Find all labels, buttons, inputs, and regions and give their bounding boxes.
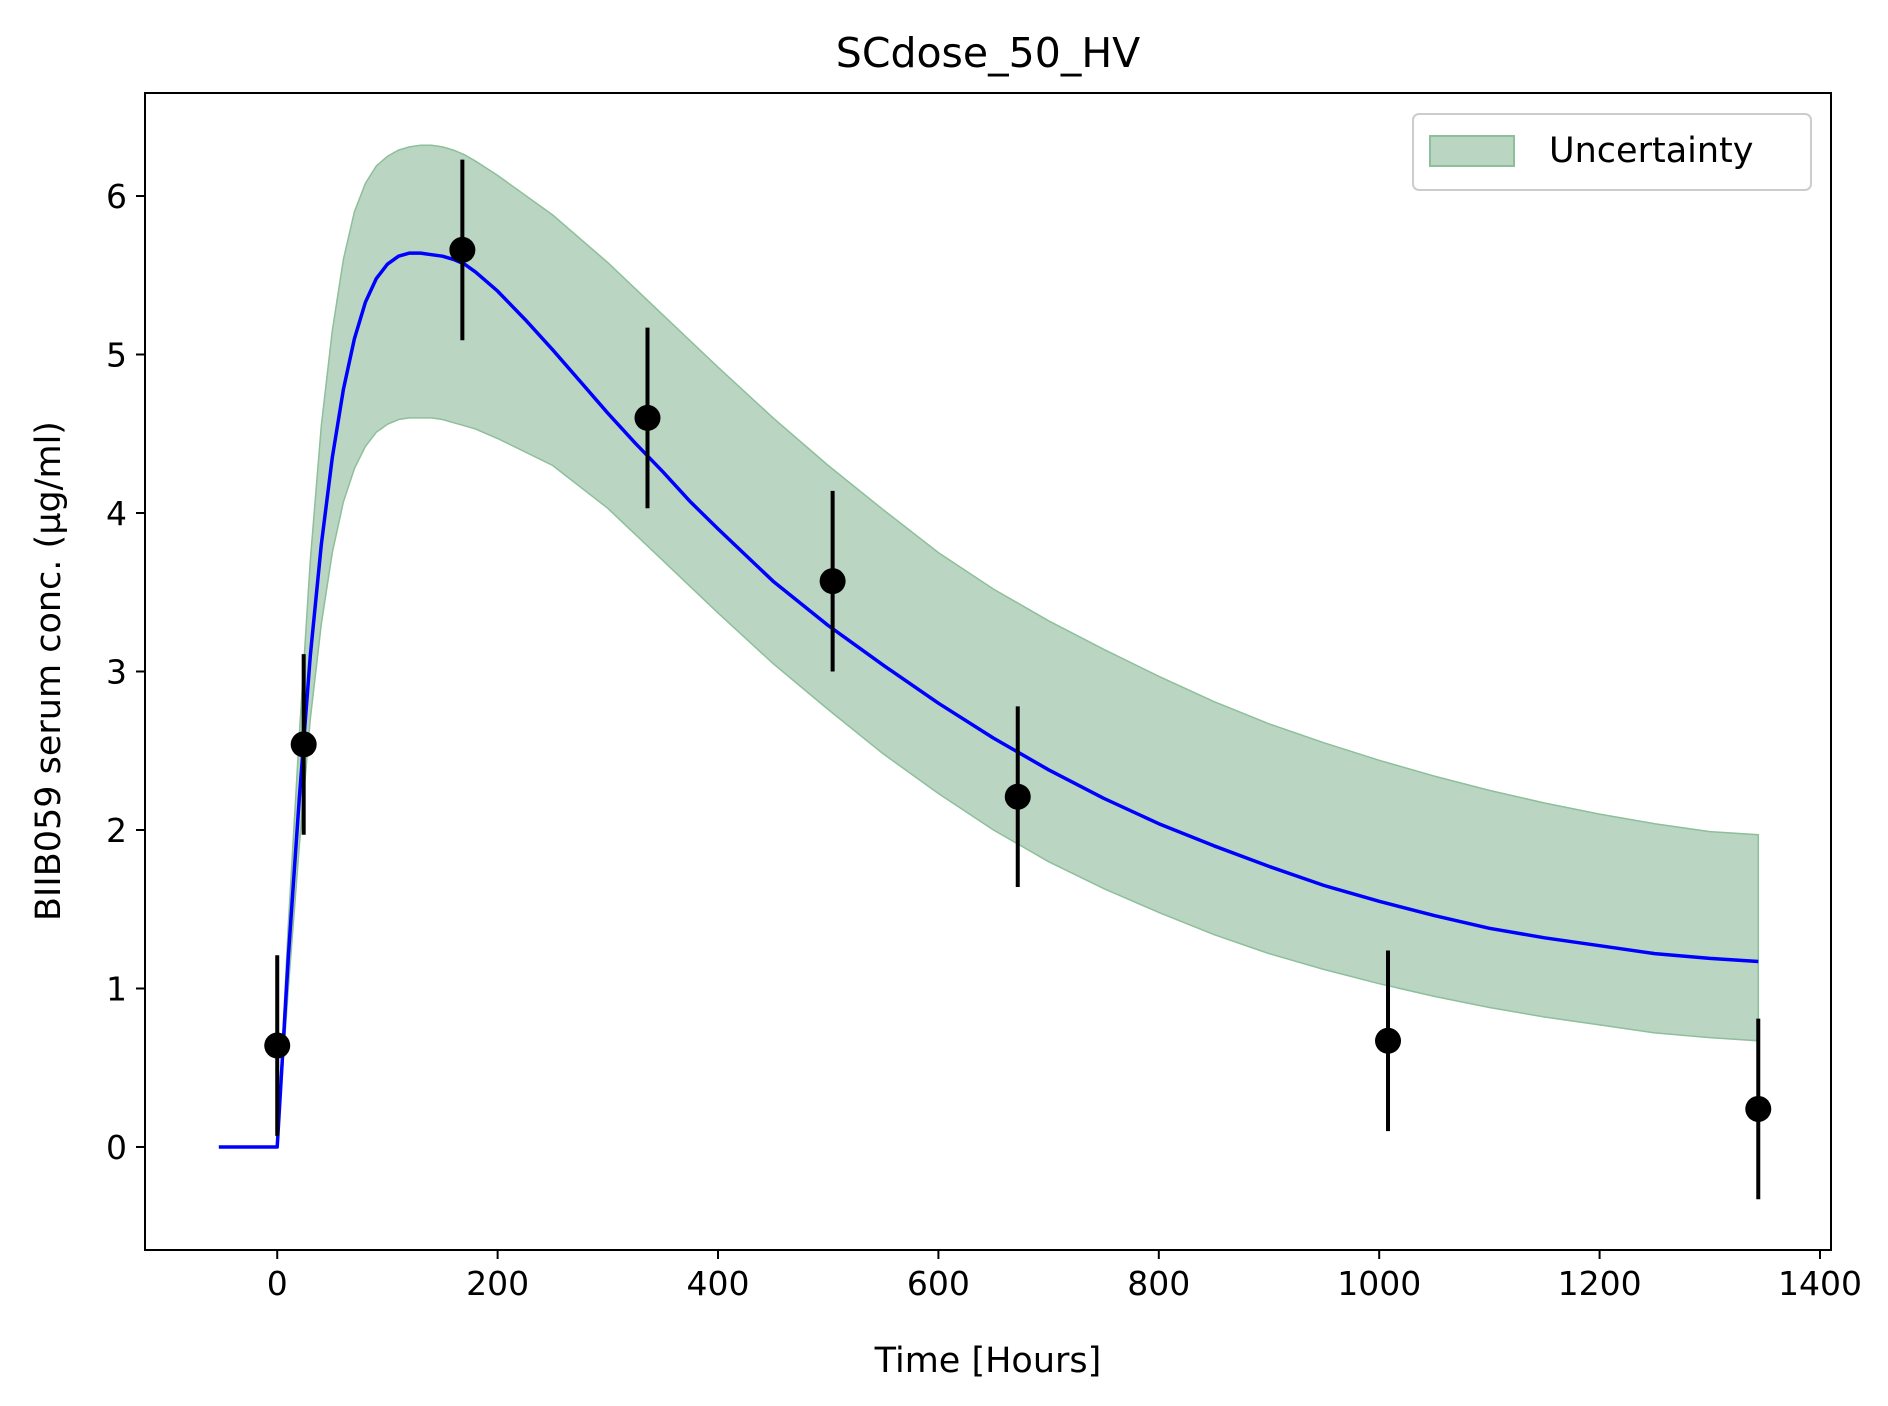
y-tick-label: 1 <box>106 969 127 1008</box>
observed-point <box>819 568 846 595</box>
legend: Uncertainty <box>1412 113 1812 191</box>
x-tick-label: 1000 <box>1337 1264 1421 1303</box>
y-tick-label: 5 <box>106 336 127 375</box>
model-curve <box>218 251 1759 1149</box>
y-tick-label: 4 <box>106 494 127 533</box>
y-axis: 0 1 2 3 4 5 6 <box>106 177 145 1167</box>
observed-point <box>1375 1027 1402 1054</box>
observed-point <box>1745 1095 1772 1122</box>
x-axis: 0 200 400 600 800 1000 1200 1400 <box>267 1250 1862 1303</box>
x-tick-label: 200 <box>466 1264 529 1303</box>
legend-label-uncertainty: Uncertainty <box>1549 131 1753 171</box>
x-axis-label: Time [Hours] <box>874 1341 1102 1381</box>
x-tick-label: 1200 <box>1558 1264 1642 1303</box>
y-tick-label: 2 <box>106 811 127 850</box>
y-tick-label: 0 <box>106 1128 127 1167</box>
observed-point <box>634 404 661 431</box>
legend-box <box>1412 113 1812 191</box>
x-tick-label: 0 <box>267 1264 288 1303</box>
x-tick-label: 400 <box>687 1264 750 1303</box>
y-tick-label: 6 <box>106 177 127 216</box>
chart-title: SCdose_50_HV <box>836 29 1140 77</box>
x-tick-label: 600 <box>907 1264 970 1303</box>
legend-swatch-uncertainty <box>1429 135 1515 167</box>
observed-point <box>449 236 476 263</box>
observed-point <box>290 731 317 758</box>
y-axis-label: BIIB059 serum conc. (µg/ml) <box>29 421 69 921</box>
y-tick-label: 3 <box>106 653 127 692</box>
x-tick-label: 800 <box>1127 1264 1190 1303</box>
plot-area <box>218 144 1772 1200</box>
observed-point <box>1004 783 1031 810</box>
x-tick-label: 1400 <box>1778 1264 1862 1303</box>
observed-point <box>264 1032 291 1059</box>
